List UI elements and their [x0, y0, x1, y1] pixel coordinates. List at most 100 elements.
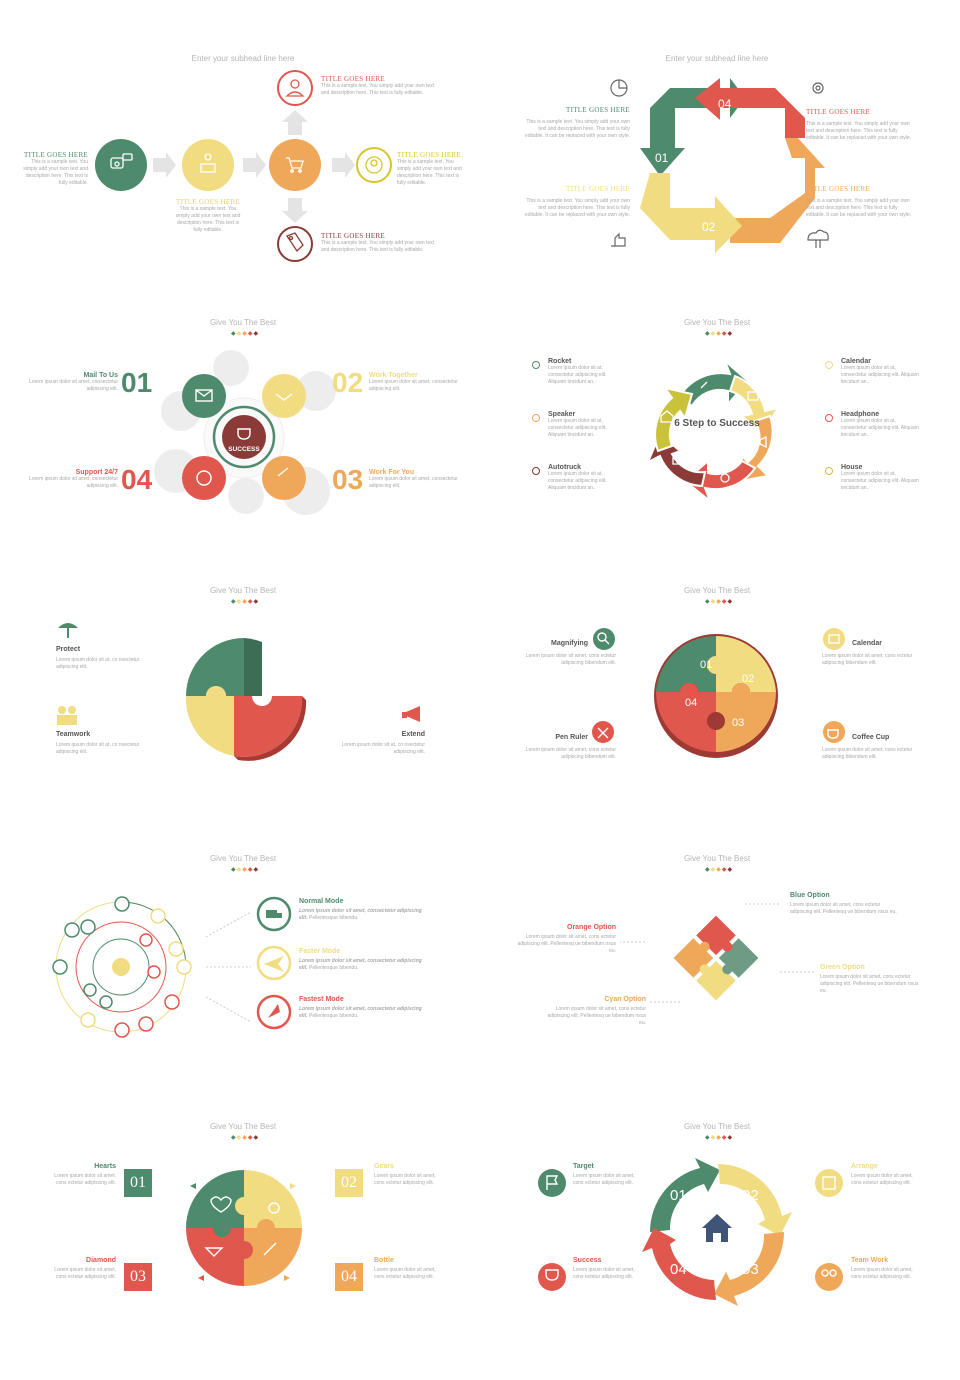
trophy-icon: [538, 1263, 566, 1291]
heart-icon: [210, 1196, 232, 1213]
num-01: 01: [700, 659, 712, 671]
mode-normal-body-bold: Lorem ipsum dolor sit amet, consectetur …: [299, 908, 422, 921]
magnifying-body: Lorem ipsum dolor sit amet, cons ectetur…: [525, 653, 616, 666]
teamwork-title: Teamwork: [56, 731, 91, 738]
extend-body: Lorem ipsum dolor sit at, co nsectetur a…: [341, 742, 425, 755]
dots: ◆◆◆◆◆: [231, 599, 260, 605]
dots: ◆◆◆◆◆: [231, 1135, 260, 1141]
right-block: TITLE GOES HERE This is a sample text. Y…: [397, 151, 467, 187]
protect-title: Protect: [56, 646, 81, 653]
num-04: 04: [685, 697, 697, 709]
slide-1-process-flow: Enter your subhead line here TITLE GOES …: [6, 48, 480, 308]
mid-circle: [182, 139, 234, 191]
protect-block: Protect Lorem ipsum dolor sit at, co nse…: [56, 646, 141, 671]
piece-green: [186, 638, 254, 696]
petal-yellow: [262, 374, 306, 418]
calendar-title: Calendar: [852, 640, 882, 647]
subhead: Give You The Best: [683, 318, 751, 327]
center-circle: [269, 139, 321, 191]
dots: ◆◆◆◆◆: [705, 1135, 734, 1141]
step-house-body: Lorem ipsum dolor sit at, consectetur ad…: [841, 471, 919, 491]
step-headphone-body: Lorem ipsum dolor sit at, consectetur ad…: [841, 418, 919, 438]
team-work-icon: [815, 1263, 843, 1291]
right-title: TITLE GOES HERE: [397, 151, 461, 159]
item-04-title: Support 24/7: [75, 469, 118, 476]
bl-title: TITLE GOES HERE: [566, 185, 630, 193]
six-step-cycle: 6 Step to Success: [646, 360, 781, 505]
arrow-04: [642, 1228, 716, 1300]
piece-04: [656, 683, 716, 752]
slide-9-numbered-puzzle: Give You The Best ◆◆◆◆◆ 01 02 03 04 Hear…: [6, 1120, 480, 1380]
magnifier-icon: [593, 628, 615, 650]
hearts-block: Hearts Lorem ipsum dolor sit amet, cons …: [46, 1163, 116, 1187]
flow-diagram: [95, 70, 392, 262]
top-body: This is a sample text. You simply add yo…: [321, 83, 435, 96]
green-body: Lorem ipsum dolor sit amet, cons ectetur…: [820, 974, 919, 994]
blue-body: Lorem ipsum dolor sit amet, cons ectetur…: [790, 902, 897, 915]
orange-option: Orange Option Lorem ipsum dolor sit amet…: [516, 924, 616, 955]
mid-block: TITLE GOES HERE This is a sample text. Y…: [172, 198, 244, 234]
orange-title: Orange Option: [567, 924, 616, 931]
lightbulb-icon: [112, 958, 130, 976]
bullet-icon: [825, 414, 833, 422]
piece-hearts: [186, 1170, 244, 1228]
mode-fastest-title: Fastest Mode: [299, 996, 344, 1003]
mode-network: [52, 896, 292, 1038]
bullet-icon: [825, 361, 833, 369]
magnifying-block: Magnifying Lorem ipsum dolor sit amet, c…: [518, 640, 616, 667]
gears-title: Gears: [374, 1163, 394, 1170]
subhead: Give You The Best: [209, 1122, 277, 1131]
success-block: Success Lorem ipsum dolor sit amet, cons…: [573, 1257, 643, 1281]
bottle-title: Bottle: [374, 1257, 394, 1264]
arrow-02: [640, 173, 742, 253]
item-01-body: Lorem ipsum dolor sit amet, consectetur …: [29, 379, 118, 392]
teamwork-block: Teamwork Lorem ipsum dolor sit at, co ns…: [56, 731, 141, 756]
item-04-body: Lorem ipsum dolor sit amet, consectetur …: [29, 476, 118, 489]
step-autotruck-title: Autotruck: [548, 464, 582, 471]
piece-01: [656, 635, 725, 692]
mode-normal-title: Normal Mode: [299, 898, 344, 905]
subhead: Give You The Best: [683, 854, 751, 863]
slide-5-three-piece-puzzle: Give You The Best ◆◆◆◆◆ Protect Lorem ip…: [6, 584, 480, 844]
green-title: Green Option: [820, 964, 865, 971]
gear-icon: [268, 1202, 280, 1214]
subhead: Give You The Best: [683, 1122, 751, 1131]
slide-3-success-flower: Give You The Best ◆◆◆◆◆ SUCCESS Mail To …: [6, 316, 480, 576]
hearts-title: Hearts: [94, 1163, 116, 1170]
bullet-icon: [532, 414, 540, 422]
calendar-icon: [823, 628, 845, 650]
petal-red: [182, 456, 226, 500]
mode-faster-body-bold: Lorem ipsum dolor sit amet, consectetur …: [299, 958, 422, 971]
cyan-option: Cyan Option Lorem ipsum dolor sit amet, …: [546, 996, 646, 1027]
item-01-title: Mail To Us: [83, 372, 118, 379]
penruler-title: Pen Ruler: [555, 734, 588, 741]
item-04-number: 04: [121, 464, 153, 495]
dots: ◆◆◆◆◆: [705, 331, 734, 337]
tl-body: This is a sample text. You simply add yo…: [524, 119, 630, 139]
success-core: [222, 415, 266, 459]
left-block: TITLE GOES HERE This is a sample text. Y…: [20, 151, 88, 187]
right-body: This is a sample text. You simply add yo…: [397, 159, 462, 186]
step-headphone: Headphone Lorem ipsum dolor sit at, cons…: [825, 411, 920, 439]
piece-bottle: [244, 1228, 302, 1286]
gears-block: Gears Lorem ipsum dolor sit amet, cons e…: [374, 1163, 444, 1187]
penruler-block: Pen Ruler Lorem ipsum dolor sit amet, co…: [518, 734, 616, 761]
arrow-04: [670, 78, 805, 138]
bullet-icon: [825, 467, 833, 475]
thumbs-up-icon: [611, 232, 626, 247]
mode-normal: Normal Mode Lorem ipsum dolor sit amet, …: [299, 898, 429, 922]
target-title: Target: [573, 1163, 594, 1170]
bottle-block: Bottle Lorem ipsum dolor sit amet, cons …: [374, 1257, 444, 1281]
piece-02: [707, 635, 776, 692]
teamwork-title: Team Work: [851, 1257, 889, 1264]
tr-block: TITLE GOES HERE This is a sample text. Y…: [806, 108, 916, 142]
arrow-03: [730, 138, 825, 243]
bullet-icon: [532, 361, 540, 369]
num-02: 02: [742, 673, 754, 685]
step-rocket: Rocket Lorem ipsum dolor sit at, consect…: [532, 358, 622, 386]
step-calendar-title: Calendar: [841, 358, 871, 365]
hearts-body: Lorem ipsum dolor sit amet, cons ectetur…: [54, 1173, 116, 1186]
num-04: 04: [718, 97, 732, 111]
flag-icon: [538, 1169, 566, 1197]
piece-gears: [244, 1170, 302, 1228]
